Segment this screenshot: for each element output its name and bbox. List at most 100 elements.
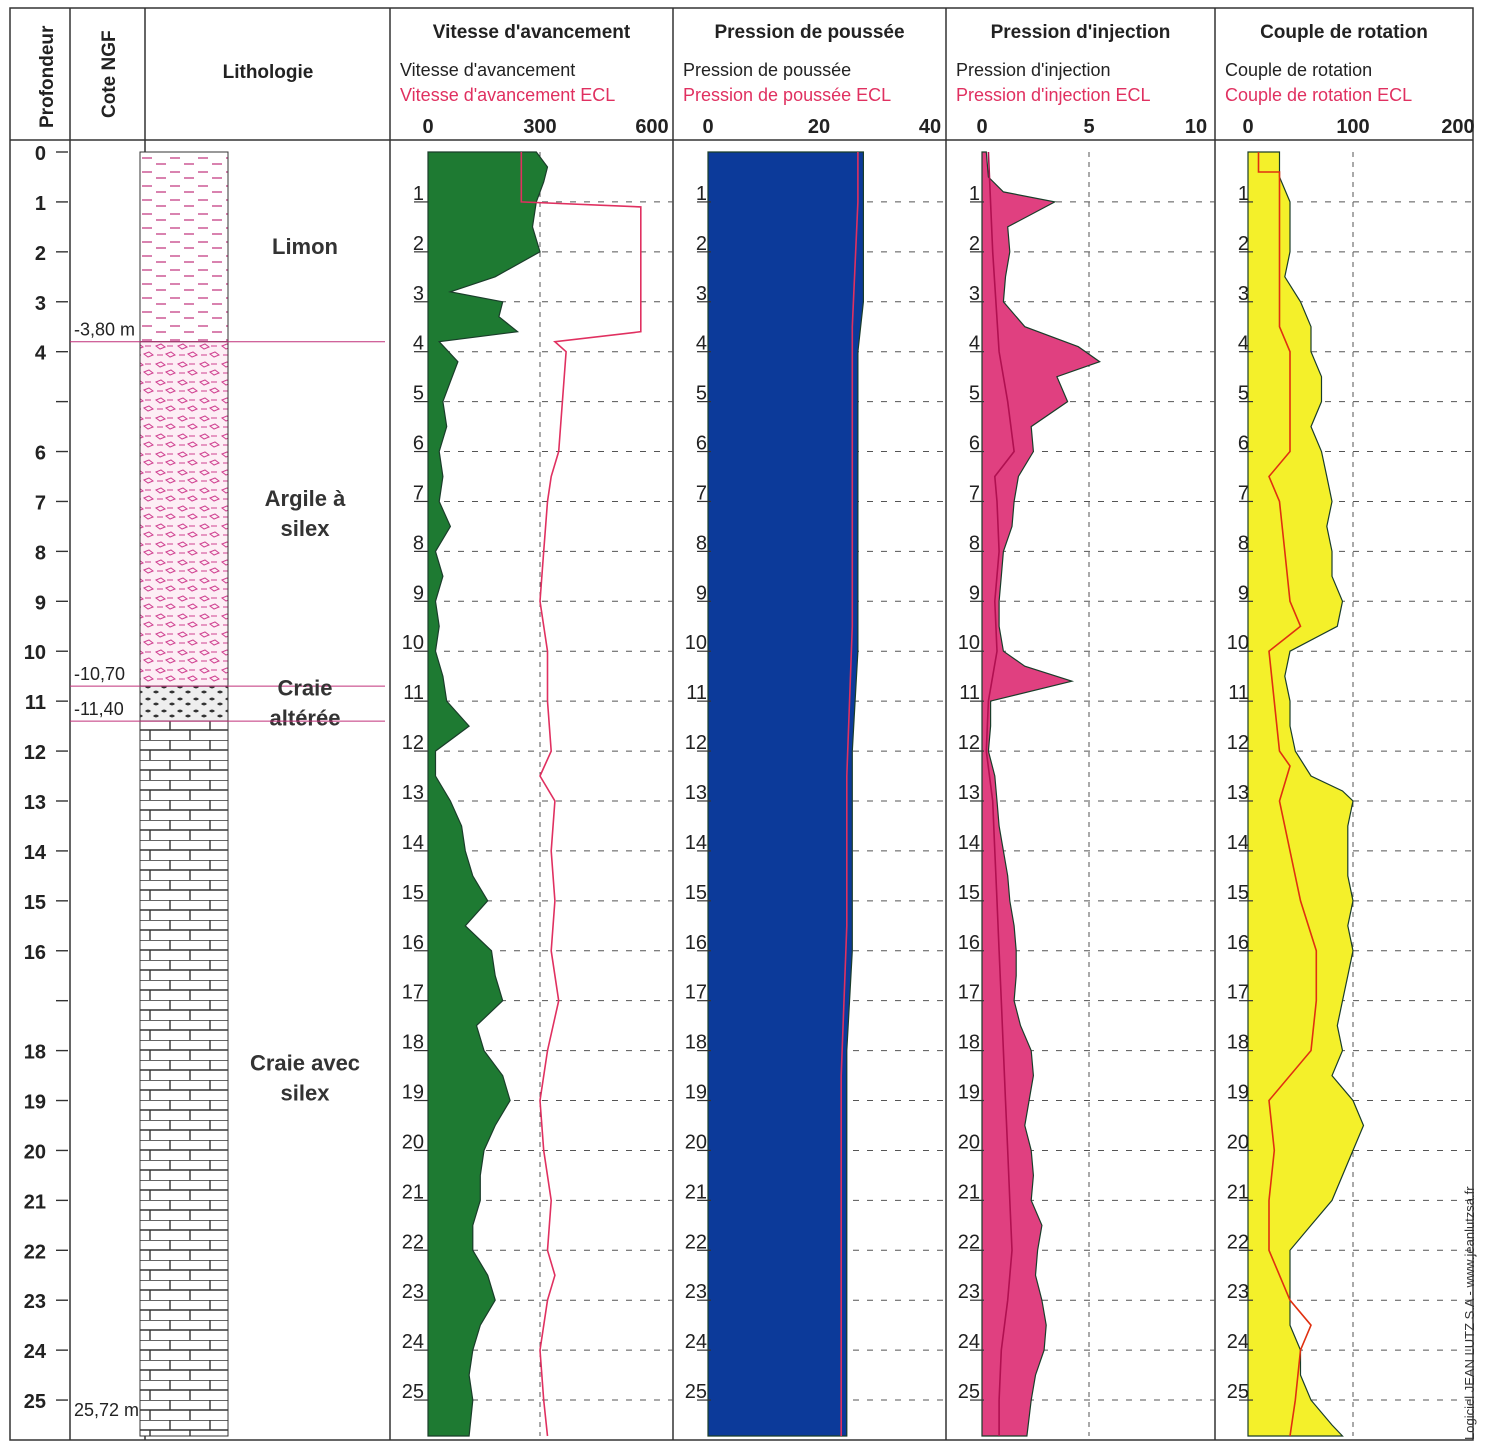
depth-tick-label: 12 [24, 742, 46, 764]
ngf-header: Cote NGF [99, 30, 120, 118]
track-depth-label: 25 [958, 1381, 980, 1403]
lithology-name: Argile à [265, 486, 346, 511]
lithology-header: Lithologie [223, 62, 314, 83]
legend-entry: Pression d'injection [956, 60, 1111, 80]
series-line [1257, 152, 1318, 1437]
track-depth-label: 2 [413, 233, 424, 255]
track-depth-label: 25 [1227, 1381, 1249, 1403]
track-depth-label: 16 [958, 932, 980, 954]
track-depth-label: 14 [1227, 832, 1249, 854]
track-depth-label: 10 [402, 632, 424, 654]
track-depth-label: 1 [413, 183, 424, 205]
track-depth-label: 18 [958, 1032, 980, 1054]
lithology-name: silex [281, 1081, 331, 1106]
track-depth-label: 12 [1227, 732, 1249, 754]
lithology-layer [139, 341, 229, 687]
track-depth-label: 3 [696, 283, 707, 305]
legend-entry: Vitesse d'avancement [400, 60, 575, 80]
track: Couple de rotation Couple de rotation Coup… [1225, 22, 1475, 1437]
x-tick-label: 300 [523, 116, 556, 138]
track-depth-label: 18 [402, 1032, 424, 1054]
x-tick-label: 0 [702, 116, 713, 138]
track-title: Pression de poussée [714, 22, 904, 43]
track: Vitesse d'avancement Vitesse d'avancement… [400, 22, 673, 1437]
x-tick-label: 0 [976, 116, 987, 138]
depth-tick-label: 9 [35, 592, 46, 614]
track-depth-label: 4 [1238, 333, 1249, 355]
track-depth-label: 9 [969, 582, 980, 604]
depth-tick-label: 21 [24, 1191, 46, 1213]
depth-tick-label: 23 [24, 1291, 46, 1313]
depth-tick-label: 25 [24, 1391, 46, 1413]
track-depth-label: 22 [402, 1231, 424, 1253]
track-depth-label: 19 [402, 1082, 424, 1104]
x-tick-label: 600 [635, 116, 668, 138]
x-tick-label: 0 [422, 116, 433, 138]
track-depth-label: 1 [696, 183, 707, 205]
track-depth-label: 20 [1227, 1131, 1249, 1153]
track: Pression d'injection Pression d'injection… [956, 22, 1215, 1437]
lithology-layer [139, 151, 229, 343]
track-depth-label: 12 [402, 732, 424, 754]
track-depth-label: 21 [402, 1181, 424, 1203]
x-tick-label: 10 [1185, 116, 1207, 138]
legend-entry: Couple de rotation ECL [1225, 85, 1412, 105]
track-depth-label: 17 [402, 982, 424, 1004]
track-depth-label: 7 [1238, 482, 1249, 504]
track-depth-label: 9 [1238, 582, 1249, 604]
track-depth-label: 4 [969, 333, 980, 355]
track-depth-label: 2 [969, 233, 980, 255]
track-depth-label: 6 [413, 433, 424, 455]
track-depth-label: 9 [413, 582, 424, 604]
track-depth-label: 5 [969, 383, 980, 405]
ngf-label: -3,80 m [74, 320, 135, 340]
lithology-name: Craie avec [250, 1051, 360, 1076]
track-depth-label: 8 [696, 532, 707, 554]
track-depth-label: 24 [1227, 1331, 1249, 1353]
track-depth-label: 17 [958, 982, 980, 1004]
depth-tick-label: 19 [24, 1092, 46, 1114]
track-depth-label: 17 [1227, 982, 1249, 1004]
x-tick-label: 5 [1083, 116, 1094, 138]
ngf-label: -11,40 [74, 699, 124, 719]
depth-tick-label: 0 [35, 143, 46, 165]
x-tick-label: 40 [919, 116, 941, 138]
track-depth-label: 22 [958, 1231, 980, 1253]
depth-tick-label: 13 [24, 792, 46, 814]
legend-entry: Vitesse d'avancement ECL [400, 85, 615, 105]
track-depth-label: 24 [685, 1331, 707, 1353]
track-depth-label: 14 [958, 832, 980, 854]
track-depth-label: 11 [959, 682, 980, 704]
track-depth-label: 20 [685, 1131, 707, 1153]
depth-tick-label: 3 [35, 293, 46, 315]
track-depth-label: 18 [1227, 1032, 1249, 1054]
x-tick-label: 0 [1242, 116, 1253, 138]
lithology-name: altérée [270, 706, 341, 731]
depth-tick-label: 20 [24, 1141, 46, 1163]
depth-tick-label: 1 [35, 193, 46, 215]
track-depth-label: 16 [1227, 932, 1249, 954]
track-depth-label: 15 [402, 882, 424, 904]
track-depth-label: 8 [1238, 532, 1249, 554]
track-depth-label: 23 [402, 1281, 424, 1303]
track-depth-label: 23 [685, 1281, 707, 1303]
track-depth-label: 17 [685, 982, 707, 1004]
track-depth-label: 25 [685, 1381, 707, 1403]
header: Profondeur Cote NGF Lithologie [37, 25, 313, 128]
track-depth-label: 20 [402, 1131, 424, 1153]
track-depth-label: 15 [1227, 882, 1249, 904]
track-depth-label: 2 [696, 233, 707, 255]
depth-tick-label: 24 [24, 1341, 47, 1363]
lithology-layer [139, 685, 229, 722]
track-depth-label: 6 [1238, 433, 1249, 455]
lithology-name: Craie [277, 676, 332, 701]
track-depth-label: 11 [1228, 682, 1249, 704]
x-tick-label: 20 [808, 116, 830, 138]
track-depth-label: 22 [685, 1231, 707, 1253]
depth-tick-label: 11 [25, 692, 46, 714]
track-depth-label: 1 [969, 183, 980, 205]
depth-tick-label: 4 [35, 343, 47, 365]
track-depth-label: 16 [402, 932, 424, 954]
depth-header: Profondeur [37, 25, 58, 128]
